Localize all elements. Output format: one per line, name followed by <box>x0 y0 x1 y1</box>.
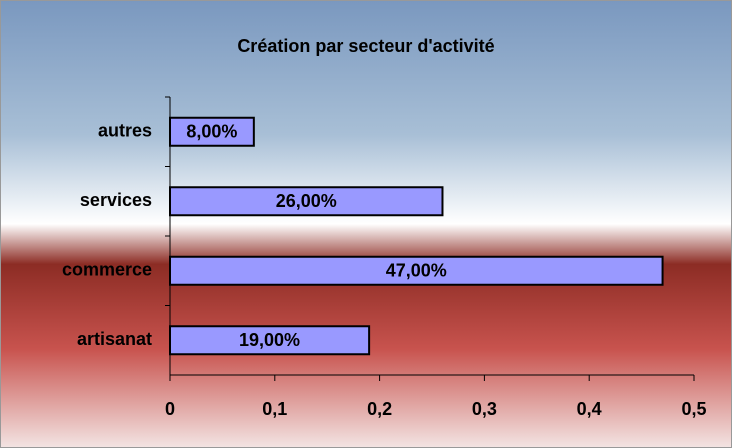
bar <box>169 186 444 217</box>
chart-title: Création par secteur d'activité <box>237 36 494 56</box>
x-tick-label: 0,1 <box>262 399 287 419</box>
bar <box>169 325 371 356</box>
data-label: 8,00% <box>186 122 237 142</box>
y-tick-label: services <box>80 190 152 210</box>
data-label: 19,00% <box>239 330 300 350</box>
data-label: 26,00% <box>276 191 337 211</box>
x-tick-label: 0,4 <box>577 399 602 419</box>
y-tick-label: commerce <box>62 260 152 280</box>
bar <box>169 116 255 147</box>
y-tick-label: autres <box>98 121 152 141</box>
x-tick-label: 0,3 <box>472 399 497 419</box>
x-tick-label: 0,5 <box>681 399 706 419</box>
data-label: 47,00% <box>386 261 447 281</box>
y-tick-label: artisanat <box>77 329 152 349</box>
bar <box>169 255 664 286</box>
x-tick-label: 0,2 <box>367 399 392 419</box>
x-tick-label: 0 <box>165 399 175 419</box>
